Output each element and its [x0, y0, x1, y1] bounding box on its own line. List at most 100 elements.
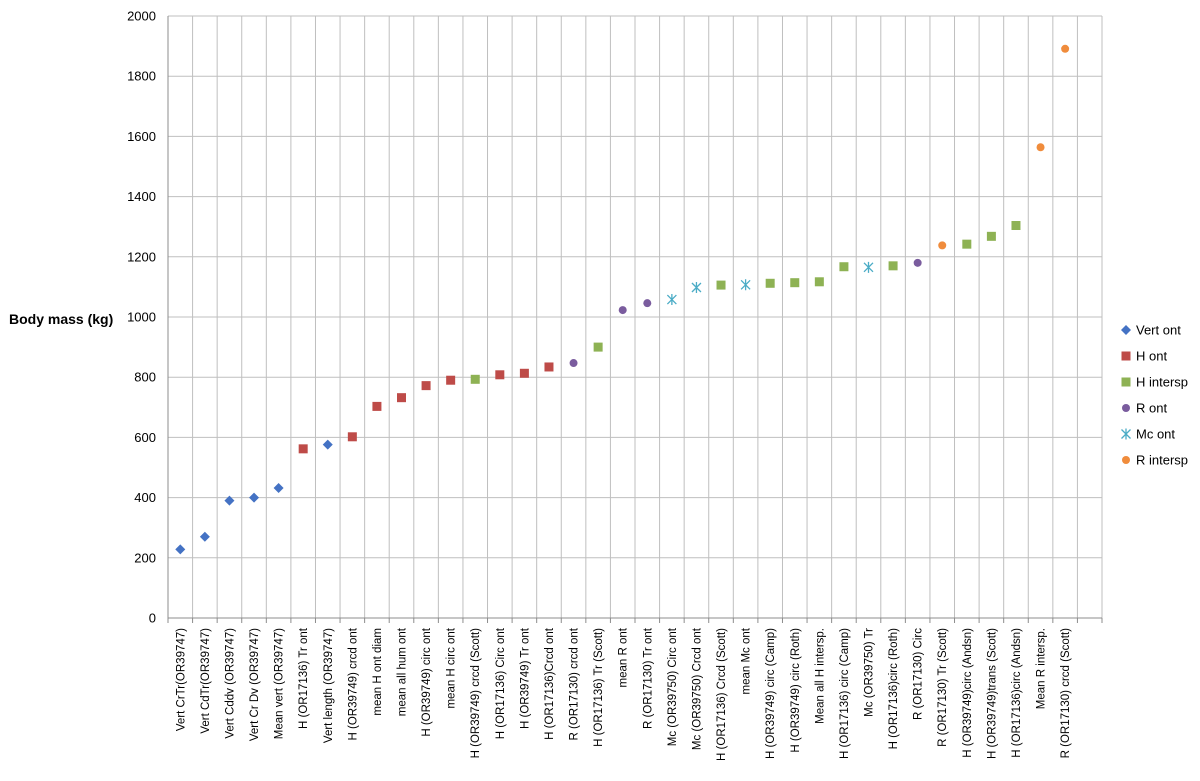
data-point [740, 279, 751, 291]
axes [167, 16, 1103, 623]
data-point [544, 362, 554, 372]
legend-item: R ont [1122, 401, 1167, 416]
x-tick-label: H (OR17136) circ (Camp) [839, 628, 851, 759]
x-tick-label: H (OR17136) Crcd (Scott) [716, 628, 728, 761]
x-tick-label: H (OR17136)Crcd ont [544, 627, 556, 740]
legend-item: H ont [1121, 349, 1167, 364]
data-point [593, 342, 603, 352]
legend-marker [1121, 351, 1131, 361]
x-tick-label: mean H ont diam [372, 628, 384, 716]
data-point [495, 370, 505, 380]
y-tick-labels: 0 200 400 600 800 1000 1200 1400 1600 1800 2000 [127, 9, 156, 626]
x-tick-label: H (OR39749) crcd ont [347, 627, 359, 740]
x-tick-label: Vert CdTr(OR39747) [200, 628, 212, 734]
data-point [1011, 220, 1021, 230]
data-point [273, 482, 284, 493]
data-point [986, 231, 996, 241]
y-tick-label: 1800 [127, 69, 156, 84]
legend-item: Mc ont [1121, 427, 1175, 442]
legend-marker [1122, 404, 1130, 412]
x-tick-labels: Vert CrTr(OR39747) Vert CdTr(OR39747) Vert… [175, 627, 1072, 761]
legend-marker [1121, 377, 1131, 387]
x-tick-label: H (OR39749) circ (Roth) [790, 628, 802, 753]
legend-label: R ont [1136, 401, 1167, 416]
series-r-intersp [938, 44, 1070, 250]
legend: Vert ont H ont H intersp R ont Mc ont R inter… [1121, 323, 1188, 468]
series-vert-ont [175, 439, 333, 555]
y-tick-label: 1200 [127, 249, 156, 264]
data-point [716, 280, 726, 290]
legend-item: R intersp [1122, 453, 1188, 468]
y-axis-label: Body mass (kg) [9, 311, 113, 327]
data-point [962, 239, 972, 249]
data-point [913, 258, 922, 267]
x-tick-label: H (OR39749) circ ont [421, 627, 433, 736]
data-point [888, 261, 898, 271]
x-tick-label: R (OR17130) crcd ont [569, 627, 581, 740]
legend-label: R intersp [1136, 453, 1188, 468]
x-tick-label: H (OR39749) Tr ont [519, 627, 531, 729]
legend-marker [1122, 456, 1130, 464]
x-tick-label: Vert CrTr(OR39747) [175, 628, 187, 731]
series-mc-ont [666, 261, 874, 306]
data-point [938, 241, 947, 250]
legend-item: Vert ont [1121, 323, 1181, 338]
data-point [224, 495, 235, 506]
legend-marker [1121, 428, 1131, 440]
data-point [470, 374, 480, 384]
x-tick-label: Mean vert (OR39747) [274, 628, 286, 739]
x-tick-label: H (OR17136)circ (Andsn) [1011, 628, 1023, 758]
data-point [666, 294, 677, 306]
y-tick-label: 1000 [127, 310, 156, 325]
data-point [569, 359, 578, 368]
x-tick-label: mean H circ ont [446, 627, 458, 708]
x-tick-label: H (OR17136) Tr ont [298, 627, 310, 729]
data-point [397, 393, 406, 403]
data-point [839, 262, 849, 272]
y-tick-label: 200 [134, 550, 156, 565]
data-point [814, 277, 824, 287]
data-point [347, 432, 357, 442]
data-point [691, 282, 702, 294]
y-tick-label: 800 [134, 370, 156, 385]
x-tick-label: H (OR17136) Circ ont [495, 627, 507, 739]
y-tick-label: 1400 [127, 189, 156, 204]
x-tick-label: H (OR17136)circ (Roth) [888, 628, 900, 750]
data-point [643, 299, 652, 308]
x-tick-label: Vert Cr Dv (OR39747) [249, 628, 261, 741]
x-tick-label: H (OR39749)circ (Andsn) [962, 628, 974, 758]
data-point [618, 306, 627, 315]
x-tick-label: Vert Cddv (OR39747) [224, 628, 236, 739]
x-tick-label: Mc (OR39750) Tr [864, 628, 876, 717]
x-tick-label: R (OR17130) Tr ont [642, 627, 654, 729]
x-tick-label: R (OR17130) Circ [913, 628, 925, 720]
x-tick-label: Vert length (OR39747) [323, 628, 335, 743]
legend-label: H ont [1136, 349, 1167, 364]
x-tick-label: H (OR39749)trans (Scott) [986, 628, 998, 759]
y-tick-label: 0 [149, 611, 156, 626]
data-point [765, 278, 775, 288]
y-tick-label: 400 [134, 490, 156, 505]
data-point [372, 401, 382, 411]
x-tick-label: Mc (OR39750) Circ ont [667, 627, 679, 746]
series-h-intersp [470, 220, 1021, 384]
data-point [863, 261, 874, 273]
legend-label: Vert ont [1136, 323, 1181, 338]
data-point [790, 278, 800, 288]
y-tick-label: 1600 [127, 129, 156, 144]
x-tick-label: R (OR17130) crcd (Scott) [1060, 628, 1072, 759]
y-tick-label: 2000 [127, 9, 156, 24]
x-tick-label: Mc (OR39750) Crcd ont [691, 627, 703, 750]
x-tick-label: H (OR39749) circ (Camp) [765, 628, 777, 759]
y-tick-label: 600 [134, 430, 156, 445]
x-tick-label: mean all hum ont [397, 627, 409, 716]
x-tick-label: R (OR17130) Tr (Scott) [937, 628, 949, 747]
x-tick-label: Mean R intersp. [1036, 628, 1048, 709]
data-point [421, 381, 431, 391]
data-point [298, 444, 308, 454]
x-tick-label: H (OR17136) Tr (Scott) [593, 628, 605, 747]
legend-item: H intersp [1121, 375, 1188, 390]
data-point [1061, 44, 1070, 53]
x-tick-label: mean Mc ont [741, 627, 753, 694]
